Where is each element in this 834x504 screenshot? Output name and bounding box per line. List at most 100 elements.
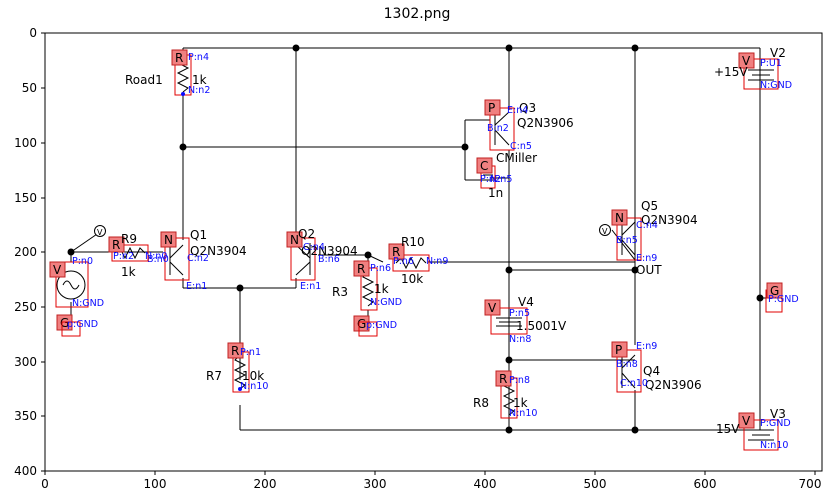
junction-node xyxy=(505,356,513,364)
svg-text:V: V xyxy=(97,228,103,237)
svg-text:R7: R7 xyxy=(206,369,222,383)
junction-node xyxy=(67,248,75,256)
svg-text:P:n6: P:n6 xyxy=(370,263,391,274)
svg-text:N: N xyxy=(290,233,299,247)
svg-text:B:n0: B:n0 xyxy=(147,254,169,265)
svg-text:V3: V3 xyxy=(770,407,786,421)
badge-icon xyxy=(49,261,66,278)
badge-icon xyxy=(227,342,244,359)
svg-text:Q2N3904: Q2N3904 xyxy=(190,244,247,258)
svg-text:Q2: Q2 xyxy=(298,227,315,241)
svg-text:400: 400 xyxy=(14,464,37,478)
svg-text:R10: R10 xyxy=(401,235,425,249)
badge-icon xyxy=(108,236,125,253)
badge-icon xyxy=(171,49,188,66)
svg-text:300: 300 xyxy=(364,477,387,491)
badge-icon xyxy=(495,370,512,387)
svg-text:P: P xyxy=(615,343,622,357)
svg-text:N:GND: N:GND xyxy=(760,80,792,91)
badge-icon xyxy=(766,282,783,299)
junction-node xyxy=(236,284,244,292)
transistor-q5: N Q5 Q2N3904 C:n4 B:n5 E:n9 V OUT xyxy=(599,199,698,277)
svg-text:G: G xyxy=(357,317,366,331)
svg-text:15V: 15V xyxy=(716,422,740,436)
svg-text:Q2N3904: Q2N3904 xyxy=(301,244,358,258)
x-tick-100: 100 xyxy=(144,471,167,491)
figure-title: 1302.png xyxy=(383,6,451,22)
svg-text:P:n5: P:n5 xyxy=(509,308,530,319)
svg-text:p:GND: p:GND xyxy=(366,320,397,331)
resistor-r8: R R8 1k P:n8 N:n10 xyxy=(473,370,537,419)
svg-text:E:n1: E:n1 xyxy=(186,281,207,292)
probe-vin-lead xyxy=(70,231,101,253)
svg-text:P:GND: P:GND xyxy=(760,418,791,429)
y-tick-300: 300 xyxy=(14,355,45,369)
junction-node xyxy=(505,426,513,434)
badge-icon xyxy=(353,315,370,332)
svg-text:E:n9: E:n9 xyxy=(636,341,657,352)
badge-icon xyxy=(160,231,177,248)
y-tick-350: 350 xyxy=(14,409,45,423)
svg-text:1k: 1k xyxy=(121,265,136,279)
y-tick-100: 100 xyxy=(14,136,45,150)
svg-text:100: 100 xyxy=(14,136,37,150)
svg-text:P: P xyxy=(488,101,495,115)
svg-text:C: C xyxy=(480,159,488,173)
badge-icon xyxy=(476,157,493,174)
junction-node xyxy=(631,44,639,52)
svg-text:1.5001V: 1.5001V xyxy=(516,319,567,333)
voltage-source-v2: V V2 +15V P:U1 N:GND xyxy=(714,46,792,91)
svg-text:V: V xyxy=(602,227,608,236)
svg-text:C:n10: C:n10 xyxy=(620,378,648,389)
junction-node xyxy=(631,426,639,434)
svg-text:B:n2: B:n2 xyxy=(487,123,509,134)
svg-text:G: G xyxy=(60,316,69,330)
svg-text:V: V xyxy=(53,263,62,277)
svg-text:Road1: Road1 xyxy=(125,73,163,87)
badge-icon xyxy=(388,243,405,260)
svg-text:100: 100 xyxy=(144,477,167,491)
svg-text:Q3: Q3 xyxy=(519,101,536,115)
svg-text:B:n8: B:n8 xyxy=(616,359,638,370)
svg-text:N:n9: N:n9 xyxy=(426,256,448,267)
svg-text:250: 250 xyxy=(14,300,37,314)
svg-text:C:n2: C:n2 xyxy=(187,253,209,264)
svg-text:P:n6: P:n6 xyxy=(393,256,414,267)
svg-text:R: R xyxy=(175,51,183,65)
capacitor-cmiller: C CMiller 1n P:n2 N:n5 xyxy=(476,151,537,200)
resistor-r10: R R10 10k P:n6 N:n9 xyxy=(388,235,448,286)
svg-text:Q5: Q5 xyxy=(641,199,658,213)
ground-right: G P:GND xyxy=(765,282,799,313)
y-tick-250: 250 xyxy=(14,300,45,314)
svg-text:Q2N3906: Q2N3906 xyxy=(517,116,574,130)
probe-out-lead xyxy=(611,229,636,261)
svg-text:P:n8: P:n8 xyxy=(509,375,530,386)
x-tick-200: 200 xyxy=(254,471,276,491)
svg-text:1k: 1k xyxy=(374,282,389,296)
svg-text:C:n5: C:n5 xyxy=(510,141,532,152)
svg-text:10k: 10k xyxy=(242,369,264,383)
probe-icon xyxy=(599,224,611,236)
svg-text:V: V xyxy=(488,301,497,315)
x-tick-0: 0 xyxy=(41,471,49,491)
svg-text:N:n10: N:n10 xyxy=(509,408,537,419)
svg-text:Q1: Q1 xyxy=(190,228,207,242)
svg-text:N:n10: N:n10 xyxy=(760,440,788,451)
svg-text:V2: V2 xyxy=(770,46,786,60)
svg-text:P:n2: P:n2 xyxy=(480,174,501,185)
junction-node xyxy=(292,44,300,52)
badge-icon xyxy=(286,231,303,248)
svg-text:R: R xyxy=(357,262,365,276)
x-tick-400: 400 xyxy=(474,471,496,491)
svg-text:1k: 1k xyxy=(513,396,528,410)
y-tick-50: 50 xyxy=(22,81,45,95)
svg-text:V4: V4 xyxy=(518,295,534,309)
junction-node xyxy=(756,294,764,302)
badge-icon xyxy=(353,260,370,277)
transistor-q2: N Q2 Q2N3904 C:n4 B:n6 E:n1 xyxy=(286,227,358,292)
svg-text:N: N xyxy=(164,233,173,247)
svg-text:E:n1: E:n1 xyxy=(300,281,321,292)
svg-text:Q2N3906: Q2N3906 xyxy=(645,378,702,392)
transistor-q4: P Q4 Q2N3906 E:n9 B:n8 C:n10 xyxy=(611,341,702,393)
